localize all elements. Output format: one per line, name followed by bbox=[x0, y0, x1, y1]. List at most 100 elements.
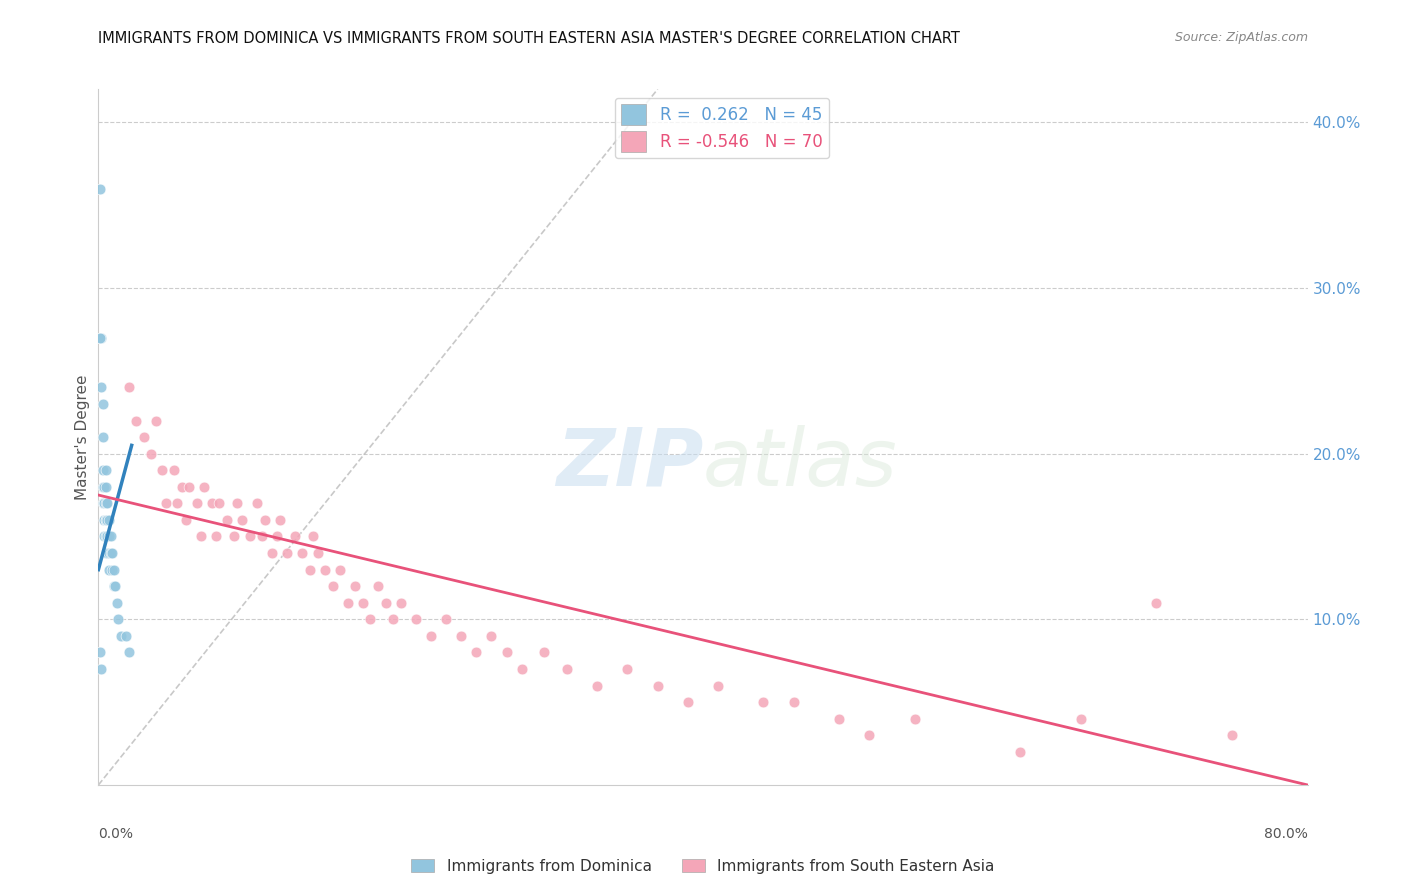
Point bbox=[118, 380, 141, 394]
Point bbox=[420, 629, 443, 643]
Point bbox=[307, 546, 329, 560]
Point bbox=[205, 529, 228, 543]
Point bbox=[495, 645, 517, 659]
Point bbox=[253, 513, 276, 527]
Point bbox=[1220, 728, 1243, 742]
Point bbox=[360, 612, 382, 626]
Point bbox=[103, 563, 125, 577]
Point bbox=[94, 513, 117, 527]
Point bbox=[91, 496, 114, 510]
Point bbox=[89, 181, 111, 195]
Point bbox=[707, 679, 730, 693]
Point bbox=[94, 529, 117, 543]
Point bbox=[246, 496, 269, 510]
Point bbox=[93, 496, 115, 510]
Point bbox=[101, 563, 124, 577]
Point bbox=[1070, 712, 1092, 726]
Point bbox=[616, 662, 638, 676]
Point bbox=[382, 612, 405, 626]
Point bbox=[93, 480, 115, 494]
Point bbox=[858, 728, 880, 742]
Point bbox=[155, 496, 177, 510]
Point bbox=[239, 529, 262, 543]
Point bbox=[98, 563, 121, 577]
Point bbox=[145, 413, 167, 427]
Point bbox=[586, 679, 609, 693]
Point bbox=[302, 529, 325, 543]
Point bbox=[389, 596, 412, 610]
Point bbox=[94, 480, 117, 494]
Point bbox=[110, 629, 132, 643]
Point bbox=[269, 513, 291, 527]
Point bbox=[101, 546, 124, 560]
Point bbox=[314, 563, 336, 577]
Point bbox=[676, 695, 699, 709]
Point bbox=[96, 513, 118, 527]
Point bbox=[179, 480, 201, 494]
Point bbox=[533, 645, 555, 659]
Point bbox=[91, 480, 114, 494]
Point bbox=[96, 546, 118, 560]
Point bbox=[374, 596, 396, 610]
Point bbox=[481, 629, 503, 643]
Point bbox=[150, 463, 173, 477]
Point bbox=[434, 612, 457, 626]
Point bbox=[89, 331, 111, 345]
Point bbox=[163, 463, 186, 477]
Text: atlas: atlas bbox=[703, 425, 898, 503]
Point bbox=[90, 662, 112, 676]
Text: IMMIGRANTS FROM DOMINICA VS IMMIGRANTS FROM SOUTH EASTERN ASIA MASTER'S DEGREE C: IMMIGRANTS FROM DOMINICA VS IMMIGRANTS F… bbox=[98, 31, 960, 46]
Point bbox=[250, 529, 273, 543]
Point bbox=[96, 546, 118, 560]
Text: 80.0%: 80.0% bbox=[1264, 827, 1308, 840]
Point bbox=[93, 529, 115, 543]
Point bbox=[450, 629, 472, 643]
Text: ZIP: ZIP bbox=[555, 425, 703, 503]
Point bbox=[555, 662, 578, 676]
Point bbox=[141, 447, 163, 461]
Point bbox=[114, 629, 136, 643]
Point bbox=[352, 596, 374, 610]
Point bbox=[96, 496, 118, 510]
Point bbox=[91, 430, 114, 444]
Point bbox=[174, 513, 197, 527]
Point bbox=[103, 579, 125, 593]
Point bbox=[783, 695, 806, 709]
Point bbox=[291, 546, 314, 560]
Legend: Immigrants from Dominica, Immigrants from South Eastern Asia: Immigrants from Dominica, Immigrants fro… bbox=[405, 853, 1001, 880]
Point bbox=[276, 546, 298, 560]
Point bbox=[89, 645, 111, 659]
Point bbox=[904, 712, 927, 726]
Point bbox=[94, 546, 117, 560]
Point bbox=[94, 496, 117, 510]
Point bbox=[329, 563, 352, 577]
Point bbox=[1144, 596, 1167, 610]
Point bbox=[262, 546, 284, 560]
Point bbox=[90, 331, 112, 345]
Text: Source: ZipAtlas.com: Source: ZipAtlas.com bbox=[1174, 31, 1308, 45]
Point bbox=[94, 513, 117, 527]
Point bbox=[1010, 745, 1032, 759]
Point bbox=[98, 513, 121, 527]
Point bbox=[100, 529, 122, 543]
Point bbox=[752, 695, 775, 709]
Point bbox=[186, 496, 208, 510]
Point bbox=[226, 496, 249, 510]
Point bbox=[266, 529, 288, 543]
Point bbox=[132, 430, 155, 444]
Point bbox=[91, 397, 114, 411]
Point bbox=[193, 480, 215, 494]
Point bbox=[100, 546, 122, 560]
Point bbox=[231, 513, 253, 527]
Point bbox=[367, 579, 389, 593]
Point bbox=[208, 496, 231, 510]
Point bbox=[284, 529, 307, 543]
Legend: R =  0.262   N = 45, R = -0.546   N = 70: R = 0.262 N = 45, R = -0.546 N = 70 bbox=[614, 97, 830, 158]
Point bbox=[322, 579, 344, 593]
Point bbox=[118, 645, 141, 659]
Point bbox=[93, 496, 115, 510]
Point bbox=[190, 529, 212, 543]
Point bbox=[215, 513, 238, 527]
Point bbox=[336, 596, 359, 610]
Point bbox=[105, 596, 128, 610]
